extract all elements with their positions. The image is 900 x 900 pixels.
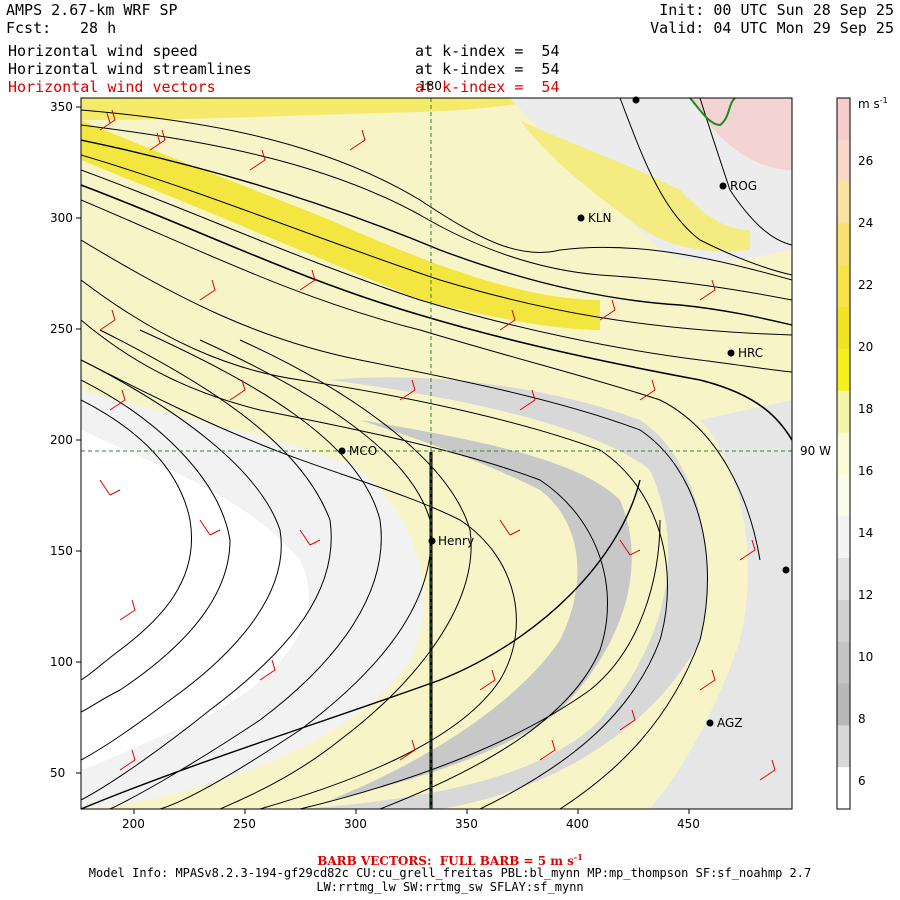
x-tick-label: 200 (122, 817, 145, 831)
station-markers (338, 96, 790, 727)
init-time: Init: 00 UTC Sun 28 Sep 25 (659, 1, 894, 19)
x-tick-label: 300 (344, 817, 367, 831)
field-name-vectors: Horizontal wind vectors (8, 78, 216, 96)
colorbar-label: 12 (858, 588, 874, 602)
field-level-speed: at k-index = 54 (415, 42, 560, 60)
valid-time: Valid: 04 UTC Mon 29 Sep 25 (650, 19, 894, 37)
colorbar-label: 26 (858, 154, 874, 168)
colorbar-swatch (837, 474, 850, 517)
colorbar (837, 98, 850, 810)
y-tick-label: 300 (50, 211, 73, 225)
station-label-agz: AGZ (717, 716, 743, 730)
x-axis-ticks (76, 106, 690, 814)
streamlines (81, 98, 792, 809)
model-info-line2: LW:rrtmg_lw SW:rrtmg_sw SFLAY:sf_mynn (316, 880, 584, 894)
field-name-streamlines: Horizontal wind streamlines (8, 60, 252, 78)
colorbar-label: 8 (858, 712, 866, 726)
colorbar-label: 24 (858, 216, 874, 230)
station-label-henry: Henry (438, 534, 475, 548)
forecast-label: Fcst: (6, 19, 52, 37)
colorbar-label: 16 (858, 464, 874, 478)
colorbar-swatch (837, 307, 850, 350)
wind-speed-shading (81, 98, 792, 809)
field-level-streamlines: at k-index = 54 (415, 60, 560, 78)
meridian-label-180: 180 (419, 79, 442, 93)
app-title: AMPS 2.67-km WRF SP (6, 1, 178, 19)
wind-barbs (99, 109, 776, 781)
colorbar-swatch (837, 767, 850, 810)
colorbar-swatch (837, 390, 850, 434)
y-tick-label: 200 (50, 433, 73, 447)
meridian-label-90w: 90 W (800, 444, 831, 458)
colorbar-label: 20 (858, 340, 874, 354)
station-kln-marker[interactable] (577, 214, 585, 222)
station-agz-marker[interactable] (706, 719, 714, 727)
y-tick-label: 50 (50, 766, 66, 780)
colorbar-unit: m s-1 (858, 96, 888, 111)
colorbar-swatch (837, 516, 850, 559)
colorbar-swatch (837, 223, 850, 266)
forecast-value: 28 h (80, 19, 117, 37)
colorbar-swatch (837, 265, 850, 308)
colorbar-swatch (837, 641, 850, 685)
colorbar-swatch (837, 98, 850, 141)
colorbar-swatch (837, 432, 850, 475)
station-east-marker[interactable] (782, 566, 790, 574)
colorbar-label: 10 (858, 650, 874, 664)
y-tick-label: 250 (50, 322, 73, 336)
station-label-kln: KLN (588, 211, 612, 225)
colorbar-label: 6 (858, 774, 866, 788)
y-tick-label: 150 (50, 544, 73, 558)
coastline (689, 98, 736, 127)
colorbar-label: 22 (858, 278, 874, 292)
x-tick-label: 350 (455, 817, 478, 831)
colorbar-swatch (837, 181, 850, 224)
station-mco-marker[interactable] (338, 447, 346, 455)
colorbar-swatch (837, 348, 850, 392)
station-north-marker[interactable] (632, 96, 640, 104)
colorbar-label: 18 (858, 402, 874, 416)
field-name-speed: Horizontal wind speed (8, 42, 198, 60)
colorbar-swatch (837, 683, 850, 726)
y-tick-label: 350 (50, 100, 73, 114)
model-info-line1: Model Info: MPASv8.2.3-194-gf29cd82c CU:… (88, 866, 812, 880)
station-label-hrc: HRC (738, 346, 764, 360)
colorbar-swatch (837, 725, 850, 768)
colorbar-swatch (837, 139, 850, 183)
colorbar-swatch (837, 599, 850, 643)
station-label-rog: ROG (730, 179, 758, 193)
x-tick-label: 250 (233, 817, 256, 831)
barb-legend: BARB VECTORS: FULL BARB = 5 m s-1 (317, 852, 583, 868)
station-label-mco: MCO (349, 444, 378, 458)
station-rog-marker[interactable] (719, 182, 727, 190)
colorbar-label: 14 (858, 526, 874, 540)
colorbar-swatch (837, 558, 850, 601)
field-level-vectors: at k-index = 54 (415, 78, 560, 96)
x-tick-label: 450 (677, 817, 700, 831)
y-tick-label: 100 (50, 655, 73, 669)
x-tick-label: 400 (566, 817, 589, 831)
map-frame (80, 97, 793, 810)
station-hrc-marker[interactable] (727, 349, 735, 357)
station-henry-marker[interactable] (428, 537, 436, 545)
